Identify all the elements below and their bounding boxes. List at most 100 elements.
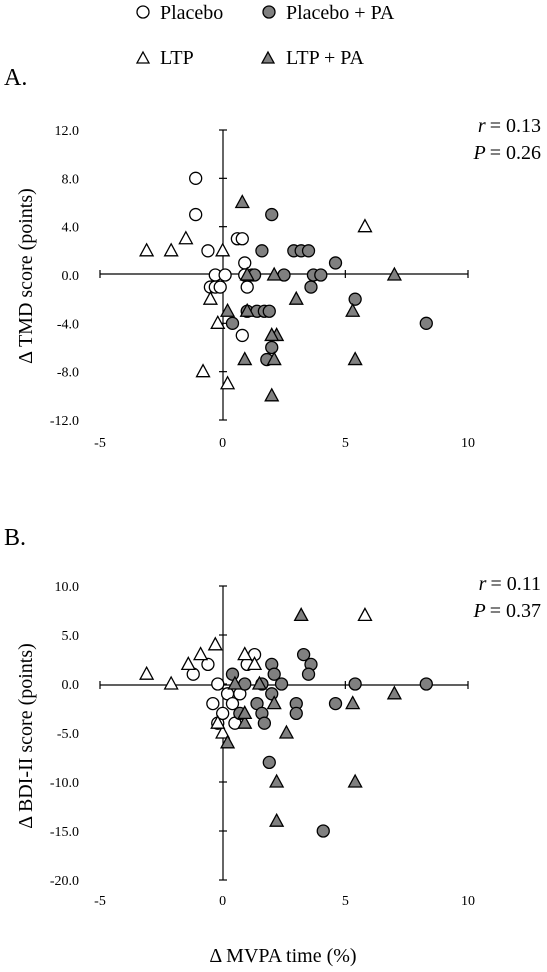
- panel-a-y-tick-label: 8.0: [62, 172, 80, 187]
- panel-a-point-placebo-plus-pa: [348, 292, 362, 306]
- panel-b-point-ltp-plus-pa: [269, 812, 285, 827]
- panel-a-point-ltp: [357, 218, 373, 233]
- panel-a-point-placebo: [201, 244, 215, 258]
- legend-label-ltp: LTP: [160, 47, 194, 69]
- panel-a-point-placebo: [213, 280, 227, 294]
- panel-a-point-placebo-plus-pa: [262, 304, 276, 318]
- panel-b-y-axis-title: Δ BDI-II score (points): [15, 643, 37, 829]
- panel-b-point-placebo-plus-pa: [316, 824, 330, 838]
- panel-a-r-value: = 0.13: [490, 115, 541, 137]
- panel-a-point-ltp: [210, 314, 226, 329]
- panel-b-x-tick-label: 10: [461, 894, 475, 909]
- panel-b-point-placebo-plus-pa: [274, 677, 289, 691]
- legend-marker-placebo: [136, 5, 150, 19]
- panel-b-point-ltp-plus-pa: [278, 724, 295, 739]
- panel-a-point-placebo: [189, 171, 203, 185]
- panel-b-point-ltp: [246, 656, 263, 671]
- panel-b-y-tick-label: -5.0: [57, 727, 79, 742]
- panel-a-point-ltp-plus-pa: [386, 266, 402, 281]
- panel-b-p-value: = 0.37: [490, 600, 541, 622]
- panel-b-point-ltp-plus-pa: [293, 607, 309, 622]
- panel-b-x-tick-label: -5: [94, 894, 106, 909]
- panel-a-letter: A.: [4, 65, 27, 91]
- panel-a-point-placebo-plus-pa: [255, 244, 269, 258]
- panel-b-point-ltp-plus-pa: [251, 675, 268, 690]
- panel-b-letter: B.: [4, 525, 26, 551]
- panel-b-point-placebo: [225, 696, 240, 711]
- panel-a-point-ltp-plus-pa: [347, 351, 363, 366]
- panel-b-point-ltp-plus-pa: [227, 675, 243, 690]
- panel-b-r-symbol: r: [479, 573, 487, 595]
- panel-a-stat-r: r = 0.13: [478, 115, 541, 137]
- panel-b-y-tick-label: 10.0: [55, 580, 80, 595]
- panel-a-point-placebo-plus-pa: [328, 256, 343, 270]
- panel-b-point-ltp-plus-pa: [237, 714, 253, 729]
- panel-b-point-ltp-plus-pa: [386, 685, 402, 700]
- panel-b-point-ltp-plus-pa: [266, 695, 282, 710]
- panel-b-point-ltp: [163, 675, 179, 690]
- panel-b-point-placebo: [216, 706, 230, 721]
- panel-a-point-placebo-plus-pa: [265, 340, 279, 355]
- panel-b-point-ltp-plus-pa: [219, 734, 236, 749]
- legend-label-placebo: Placebo: [160, 2, 223, 24]
- panel-b-point-placebo: [211, 677, 225, 691]
- panel-a-point-placebo-plus-pa: [314, 268, 328, 282]
- panel-b-point-placebo-plus-pa: [296, 647, 311, 662]
- panel-b-point-placebo-plus-pa: [348, 677, 362, 691]
- legend-label-ltp-pa: LTP + PA: [286, 47, 365, 69]
- panel-b-stat-r: r = 0.11: [479, 573, 541, 595]
- legend-entry-ltp-pa: LTP + PA: [260, 47, 365, 69]
- panel-a: A. r = 0.13 P = 0.26 Δ TMD score (points) …: [4, 65, 541, 451]
- panel-a-point-ltp-plus-pa: [266, 266, 282, 281]
- panel-b-point-ltp: [210, 714, 226, 729]
- panel-a-point-placebo: [189, 207, 203, 222]
- panel-a-y-axis-title: Δ TMD score (points): [15, 188, 37, 364]
- panel-b-point-ltp: [215, 724, 231, 739]
- legend-entry-placebo-pa: Placebo + PA: [262, 2, 395, 24]
- panel-b-point-placebo-plus-pa: [419, 677, 433, 691]
- panel-b-point-placebo-plus-pa: [267, 667, 281, 681]
- panel-b-point-placebo-plus-pa: [262, 755, 276, 770]
- legend-marker-placebo-pa: [262, 5, 276, 19]
- panel-a-point-ltp-plus-pa: [266, 351, 282, 366]
- panel-b-point-ltp: [237, 646, 253, 661]
- panel-a-point-ltp: [215, 242, 231, 257]
- panel-b-y-tick-label: -20.0: [50, 874, 79, 889]
- panel-a-y-tick-label: -12.0: [50, 414, 79, 429]
- legend-label-placebo-pa: Placebo + PA: [286, 2, 395, 24]
- panel-a-x-tick-label: -5: [94, 436, 106, 451]
- panel-b-point-ltp-plus-pa: [347, 773, 363, 788]
- panel-a-point-placebo: [240, 280, 254, 294]
- panel-b-point-ltp-plus-pa: [269, 773, 285, 788]
- panel-a-point-placebo-plus-pa: [225, 316, 240, 330]
- panel-a-point-ltp-plus-pa: [264, 387, 280, 402]
- panel-a-point-ltp-plus-pa: [219, 302, 236, 317]
- panel-a-x-tick-label: 5: [342, 436, 349, 451]
- panel-b-point-ltp: [207, 636, 223, 651]
- panel-a-point-ltp-plus-pa: [239, 302, 255, 317]
- panel-a-point-ltp: [195, 363, 211, 378]
- panel-b-plot: -5 0 5 10 10.0 5.0 0.0 -5.0 -10.0 -15.0 -20.0: [50, 580, 475, 909]
- panel-b-y-tick-label: -10.0: [50, 776, 79, 791]
- panel-a-point-placebo-plus-pa: [301, 244, 316, 258]
- panel-b: B. r = 0.11 P = 0.37 Δ BDI-II score (point…: [4, 525, 541, 909]
- panel-a-y-tick-label: -4.0: [57, 317, 79, 332]
- panel-a-y-tick-label: -8.0: [57, 366, 79, 381]
- panel-a-point-ltp-plus-pa: [345, 302, 361, 317]
- panel-a-point-placebo-plus-pa: [419, 316, 433, 330]
- panel-a-y-tick-label: 12.0: [55, 124, 80, 139]
- panel-a-x-tick-label: 0: [219, 436, 226, 451]
- panel-a-p-value: = 0.26: [490, 142, 541, 164]
- panel-b-point-ltp: [180, 656, 196, 671]
- panel-a-point-ltp-plus-pa: [288, 290, 304, 305]
- panel-b-stat-p: P = 0.37: [473, 600, 542, 622]
- panel-a-point-placebo: [238, 256, 252, 270]
- panel-b-point-ltp: [192, 646, 209, 661]
- panel-a-point-ltp-plus-pa: [264, 327, 280, 342]
- legend-entry-ltp: LTP: [135, 47, 194, 69]
- panel-a-point-placebo: [218, 268, 232, 282]
- panel-b-r-value: = 0.11: [490, 573, 541, 595]
- panel-a-point-ltp-plus-pa: [237, 351, 253, 366]
- panel-a-r-symbol: r: [478, 115, 486, 137]
